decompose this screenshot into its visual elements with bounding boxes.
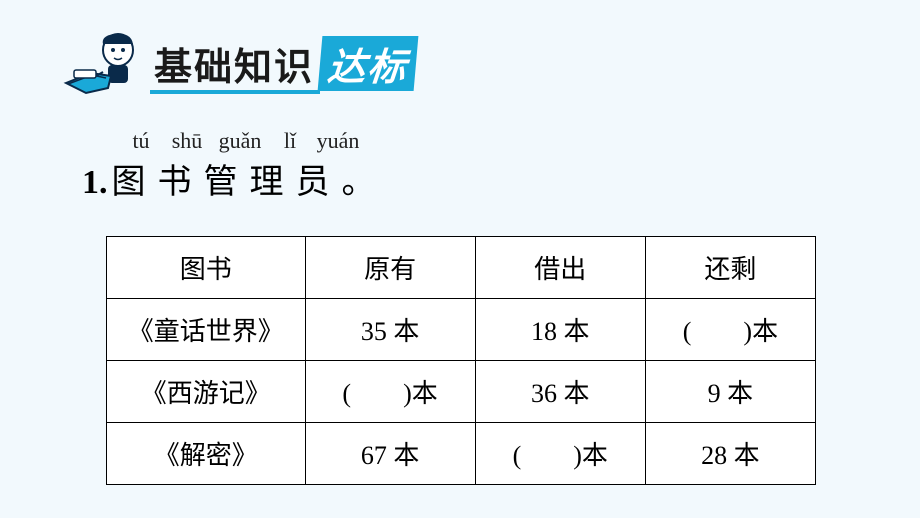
pinyin-syllable: guǎn bbox=[210, 128, 270, 154]
table-row: 《童话世界》 35 本 18 本 ( )本 bbox=[107, 299, 816, 361]
chinese-row: 1. 图 书 管 理 员 。 bbox=[82, 154, 376, 203]
table-cell: 《西游记》 bbox=[107, 361, 306, 423]
mascot-icon bbox=[56, 28, 146, 98]
table-cell: 35 本 bbox=[305, 299, 475, 361]
table-header-cell: 原有 bbox=[305, 237, 475, 299]
table-row: 《西游记》 ( )本 36 本 9 本 bbox=[107, 361, 816, 423]
table-cell: 28 本 bbox=[645, 423, 815, 485]
title-text-dark: 基础知识 bbox=[154, 36, 314, 91]
pinyin-syllable: tú bbox=[118, 128, 164, 154]
table-cell: 18 本 bbox=[475, 299, 645, 361]
data-table-container: 图书 原有 借出 还剩 《童话世界》 35 本 18 本 ( )本 《西游记》 … bbox=[106, 236, 816, 485]
table-cell: 36 本 bbox=[475, 361, 645, 423]
table-cell-blank: ( )本 bbox=[645, 299, 815, 361]
pinyin-syllable: yuán bbox=[310, 128, 366, 154]
chinese-char: 理 bbox=[250, 154, 296, 203]
table-cell: 9 本 bbox=[645, 361, 815, 423]
table-cell: 67 本 bbox=[305, 423, 475, 485]
pinyin-row: tú shū guǎn lǐ yuán bbox=[118, 128, 376, 154]
chinese-char: 图 bbox=[112, 154, 158, 203]
table-header-cell: 借出 bbox=[475, 237, 645, 299]
table-header-cell: 还剩 bbox=[645, 237, 815, 299]
pinyin-syllable: shū bbox=[164, 128, 210, 154]
pinyin-syllable: lǐ bbox=[270, 128, 310, 154]
title-text-highlight: 达标 bbox=[318, 36, 419, 91]
question-number: 1. bbox=[82, 164, 108, 202]
table-row: 《解密》 67 本 ( )本 28 本 bbox=[107, 423, 816, 485]
title-underline bbox=[150, 90, 320, 94]
library-table: 图书 原有 借出 还剩 《童话世界》 35 本 18 本 ( )本 《西游记》 … bbox=[106, 236, 816, 485]
table-cell: 《童话世界》 bbox=[107, 299, 306, 361]
page-header: 基础知识 达标 bbox=[56, 28, 416, 98]
chinese-char: 员 bbox=[296, 154, 342, 203]
chinese-char: 管 bbox=[204, 154, 250, 203]
period: 。 bbox=[342, 154, 376, 203]
table-cell-blank: ( )本 bbox=[305, 361, 475, 423]
table-header-cell: 图书 bbox=[107, 237, 306, 299]
chinese-char: 书 bbox=[158, 154, 204, 203]
question-block: tú shū guǎn lǐ yuán 1. 图 书 管 理 员 。 bbox=[82, 128, 376, 203]
table-header-row: 图书 原有 借出 还剩 bbox=[107, 237, 816, 299]
table-cell: 《解密》 bbox=[107, 423, 306, 485]
title-section: 基础知识 达标 bbox=[154, 36, 416, 91]
table-cell-blank: ( )本 bbox=[475, 423, 645, 485]
